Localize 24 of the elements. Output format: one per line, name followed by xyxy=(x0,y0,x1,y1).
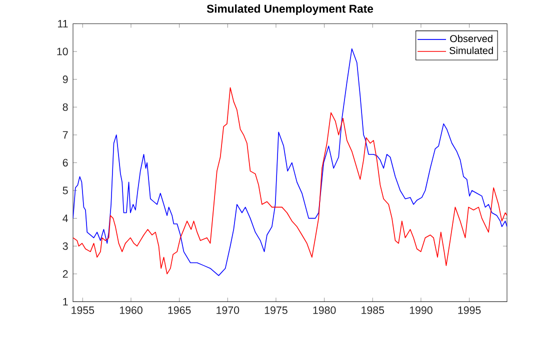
legend-label: Simulated xyxy=(450,46,493,54)
y-tick-label: 6 xyxy=(62,159,68,167)
x-tick-label: 1995 xyxy=(458,306,481,314)
x-tick-label: 1980 xyxy=(313,306,336,314)
x-tick-label: 1965 xyxy=(168,306,191,314)
y-tick-label: 3 xyxy=(62,242,68,250)
x-tick-label: 1970 xyxy=(216,306,240,314)
y-tick-label: 1 xyxy=(63,298,68,306)
y-tick-label: 4 xyxy=(62,214,68,222)
x-tick-label: 1975 xyxy=(264,306,288,314)
y-tick-label: 5 xyxy=(62,186,68,194)
y-tick-label: 8 xyxy=(62,103,68,112)
x-tick-label: 1955 xyxy=(72,306,94,314)
y-tick-label: 7 xyxy=(62,131,68,139)
x-tick-label: 1985 xyxy=(362,306,384,314)
legend-label: Observed xyxy=(450,34,492,42)
line-series xyxy=(73,48,508,276)
chart-title: Simulated Unemployment Rate xyxy=(206,4,374,16)
y-tick-label: 11 xyxy=(58,20,68,28)
x-tick-label: 1990 xyxy=(410,306,432,314)
y-tick-label: 10 xyxy=(57,48,68,56)
x-tick-label: 1960 xyxy=(120,306,142,314)
y-tick-label: 9 xyxy=(62,76,68,84)
y-tick-label: 2 xyxy=(62,270,68,278)
